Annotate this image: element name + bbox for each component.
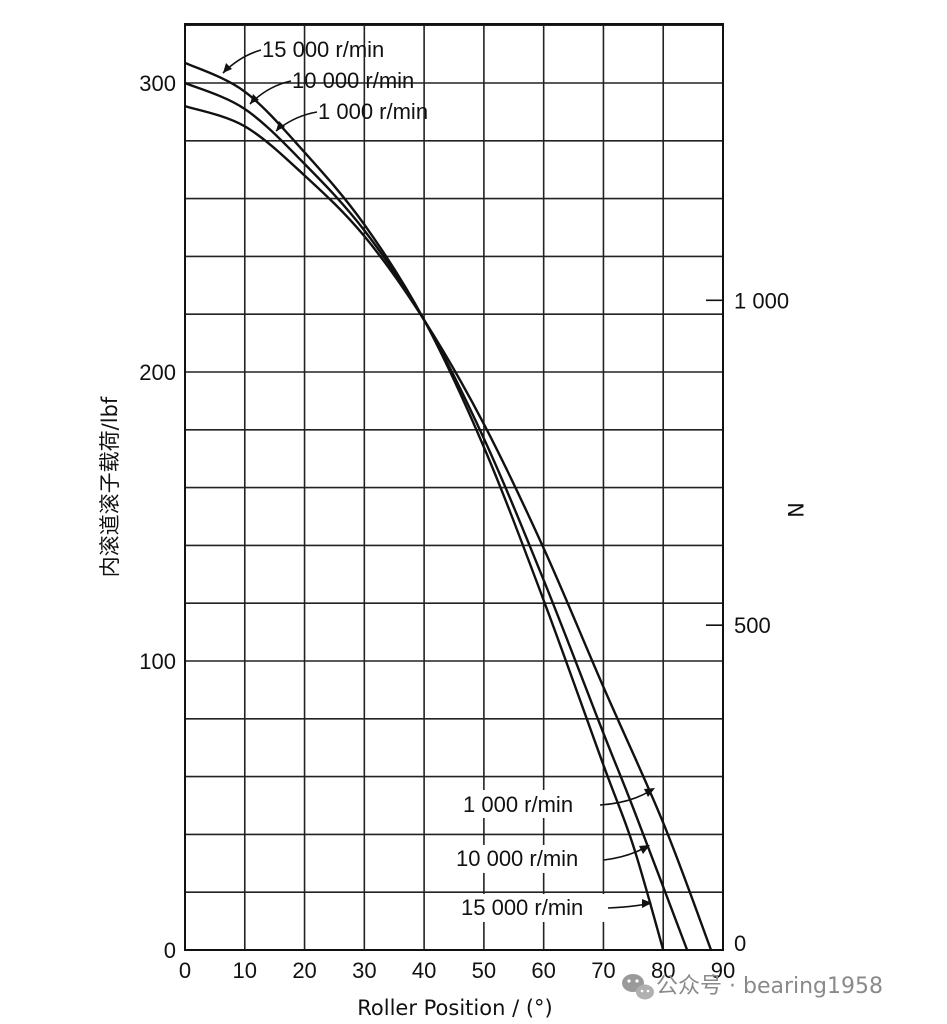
annotation-top-1000: 1 000 r/min [318,99,428,124]
x-tick-label: 80 [651,958,675,983]
y2-tick-label: 0 [734,931,746,956]
y-tick-labels: 0 100 200 300 [139,71,176,963]
curves [184,61,713,951]
x-tick-label: 10 [233,958,257,983]
y-tick-label: 200 [139,360,176,385]
x-tick-label: 60 [531,958,555,983]
y2-tick-label: 500 [734,613,771,638]
y-tick-label: 0 [164,938,176,963]
x-tick-label: 70 [591,958,615,983]
series-line-15000rpm [184,61,665,951]
y2-tick-labels: 0 500 1 000 [706,288,789,956]
plot-frame [184,23,724,951]
annotation-bottom-1000-bg [458,790,598,818]
y-tick-label: 300 [139,71,176,96]
x-tick-label: 90 [711,958,735,983]
y2-tick-label: 1 000 [734,288,789,313]
annotation-bottom-1000: 1 000 r/min [463,792,573,817]
x-tick-label: 0 [179,958,191,983]
annotation-bottom-10000-arrowhead [639,845,650,854]
annotation-top-15000: 15 000 r/min [262,37,384,62]
annotation-top-15000-arrowhead [223,63,232,73]
annotation-bottom-15000: 15 000 r/min [461,895,583,920]
annotation-bottom-10000: 10 000 r/min [456,846,578,871]
y-tick-label: 100 [139,649,176,674]
grid [185,24,723,950]
annotation-top-10000-arrowhead [250,94,259,104]
y2-axis-title: N [783,502,807,518]
watermark: 公众号 · bearing1958 [622,974,883,1000]
series-line-10000rpm [184,81,689,951]
wechat-icon [622,974,654,1000]
y-axis-title: 内滚道滚子载荷/lbf [98,396,122,577]
top-annotations: 15 000 r/min 10 000 r/min 1 000 r/min [222,37,428,132]
annotation-bottom-10000-bg [452,845,602,873]
annotation-bottom-15000-bg [457,894,605,922]
annotation-top-10000: 10 000 r/min [292,68,414,93]
x-tick-label: 40 [412,958,436,983]
annotation-bottom-15000-arrowhead [642,899,652,908]
x-tick-label: 20 [292,958,316,983]
x-tick-labels: 0 10 20 30 40 50 60 70 80 90 [179,958,735,983]
annotation-top-1000-arrowhead [276,121,285,131]
x-axis-title: Roller Position / (°) [357,996,552,1020]
annotation-bottom-1000-arrow [599,790,651,806]
annotation-bottom-15000-arrow [607,903,647,909]
annotation-bottom-1000-arrowhead [644,788,655,797]
watermark-text: 公众号 · bearing1958 [656,974,883,999]
bottom-annotations: 1 000 r/min 10 000 r/min 15 000 r/min [452,788,655,922]
x-tick-label: 30 [352,958,376,983]
x-tick-label: 50 [472,958,496,983]
series-line-1000rpm [184,104,713,951]
